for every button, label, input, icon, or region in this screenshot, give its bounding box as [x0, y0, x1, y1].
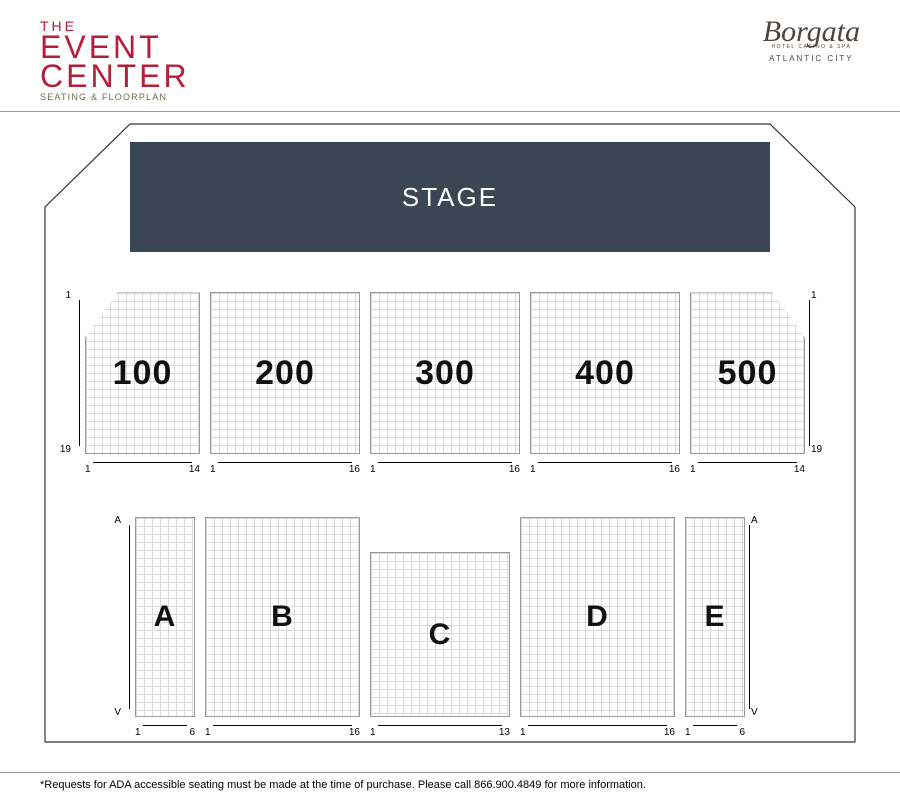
tick-label: V [751, 707, 758, 718]
tick-label: 1 [65, 290, 71, 301]
seating-chart: STAGE 100200300400500ABCDE 1141191161161… [0, 112, 900, 772]
tick-label: 1 [210, 464, 216, 475]
stage-label: STAGE [402, 182, 498, 213]
tick-line [93, 462, 192, 463]
brand-name: Borgata [763, 20, 860, 44]
tick-label: 6 [739, 727, 745, 738]
section-500: 500 [690, 292, 805, 454]
section-label: 200 [255, 354, 315, 393]
section-label: 500 [718, 354, 778, 393]
tick-label: 1 [811, 290, 817, 301]
section-label: E [704, 600, 725, 634]
tick-label: 1 [85, 464, 91, 475]
logo-subtitle: SEATING & FLOORPLAN [40, 93, 190, 102]
section-B: B [205, 517, 360, 717]
logo-line-center: CENTER [40, 62, 190, 91]
tick-label: 1 [135, 727, 141, 738]
tick-line [378, 725, 502, 726]
section-200: 200 [210, 292, 360, 454]
tick-line [809, 300, 810, 446]
section-E: E [685, 517, 745, 717]
tick-line [218, 462, 352, 463]
tick-line [213, 725, 352, 726]
tick-label: 19 [60, 444, 71, 455]
tick-label: 19 [811, 444, 822, 455]
tick-line [538, 462, 672, 463]
tick-label: 16 [669, 464, 680, 475]
page-header: THE EVENT CENTER SEATING & FLOORPLAN Bor… [0, 0, 900, 111]
tick-line [129, 525, 130, 709]
section-100: 100 [85, 292, 200, 454]
section-C: C [370, 552, 510, 717]
tick-line [698, 462, 797, 463]
tick-label: 16 [509, 464, 520, 475]
section-label: C [429, 618, 452, 652]
section-label: 100 [113, 354, 173, 393]
tick-line [79, 300, 80, 446]
tick-label: 1 [370, 464, 376, 475]
section-A: A [135, 517, 195, 717]
section-label: 300 [415, 354, 475, 393]
section-300: 300 [370, 292, 520, 454]
tick-label: 13 [499, 727, 510, 738]
tick-label: 1 [520, 727, 526, 738]
tick-label: 14 [189, 464, 200, 475]
tick-label: 6 [189, 727, 195, 738]
tick-line [143, 725, 187, 726]
section-D: D [520, 517, 675, 717]
venue-logo: THE EVENT CENTER SEATING & FLOORPLAN [40, 20, 190, 101]
tick-label: 1 [370, 727, 376, 738]
tick-line [528, 725, 667, 726]
tick-label: 16 [664, 727, 675, 738]
section-label: 400 [575, 354, 635, 393]
tick-line [378, 462, 512, 463]
tick-label: V [114, 707, 121, 718]
tick-label: A [114, 515, 121, 526]
tick-label: A [751, 515, 758, 526]
section-400: 400 [530, 292, 680, 454]
tick-line [749, 525, 750, 709]
tick-label: 1 [685, 727, 691, 738]
tick-label: 14 [794, 464, 805, 475]
section-label: B [271, 600, 294, 634]
brand-logo: Borgata HOTEL CASINO & SPA ATLANTIC CITY [763, 20, 860, 63]
brand-sub1: HOTEL CASINO & SPA [763, 44, 860, 50]
tick-label: 1 [690, 464, 696, 475]
tick-label: 16 [349, 464, 360, 475]
tick-label: 1 [530, 464, 536, 475]
section-label: A [154, 600, 177, 634]
stage-block: STAGE [130, 142, 770, 252]
brand-sub2: ATLANTIC CITY [763, 54, 860, 63]
tick-label: 1 [205, 727, 211, 738]
tick-line [693, 725, 737, 726]
section-label: D [586, 600, 609, 634]
tick-label: 16 [349, 727, 360, 738]
ada-footnote: *Requests for ADA accessible seating mus… [0, 773, 900, 791]
